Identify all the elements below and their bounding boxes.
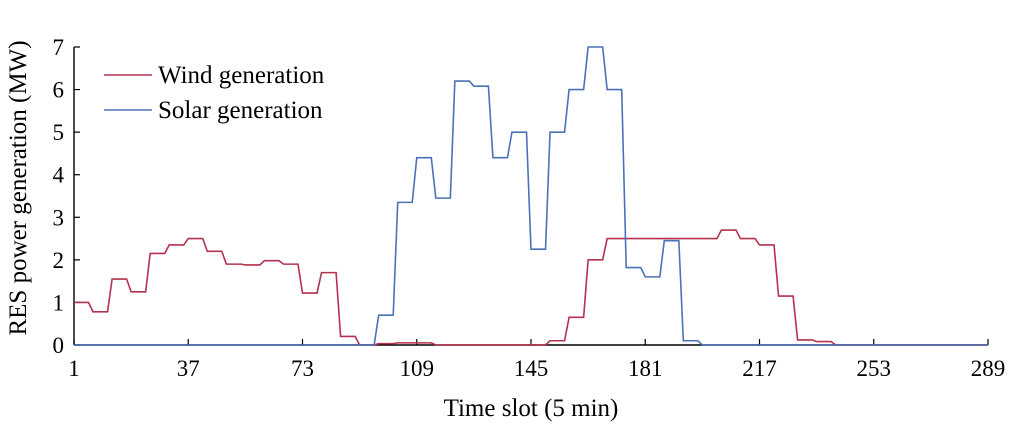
x-ticks: 1 37 73 109 145 181 217 253 289: [68, 339, 1005, 381]
legend-label: Wind generation: [158, 62, 325, 89]
y-tick-label: 1: [53, 290, 65, 315]
y-tick-label: 5: [53, 120, 65, 145]
y-tick-label: 7: [53, 35, 65, 60]
x-tick-label: 109: [400, 356, 435, 381]
legend: Wind generation Solar generation: [104, 62, 325, 124]
x-tick-label: 145: [514, 356, 549, 381]
y-tick-label: 0: [53, 333, 65, 358]
y-tick-label: 6: [53, 78, 65, 103]
y-ticks: 0 1 2 3 4 5 6 7: [53, 35, 80, 358]
axes: [73, 47, 988, 346]
x-tick-label: 181: [628, 356, 663, 381]
x-tick-label: 289: [971, 356, 1006, 381]
y-tick-label: 3: [53, 205, 65, 230]
x-tick-label: 1: [68, 356, 80, 381]
y-axis-title: RES power generation (MW): [5, 40, 32, 335]
legend-label: Solar generation: [158, 97, 323, 124]
x-tick-label: 253: [857, 356, 892, 381]
x-axis-title: Time slot (5 min): [444, 395, 619, 422]
series-line-solar: [74, 46, 988, 346]
x-tick-label: 73: [291, 356, 314, 381]
x-tick-label: 217: [742, 356, 777, 381]
y-tick-label: 4: [53, 163, 65, 188]
series-group: [74, 46, 988, 346]
y-tick-label: 2: [53, 248, 65, 273]
x-tick-label: 37: [177, 356, 200, 381]
